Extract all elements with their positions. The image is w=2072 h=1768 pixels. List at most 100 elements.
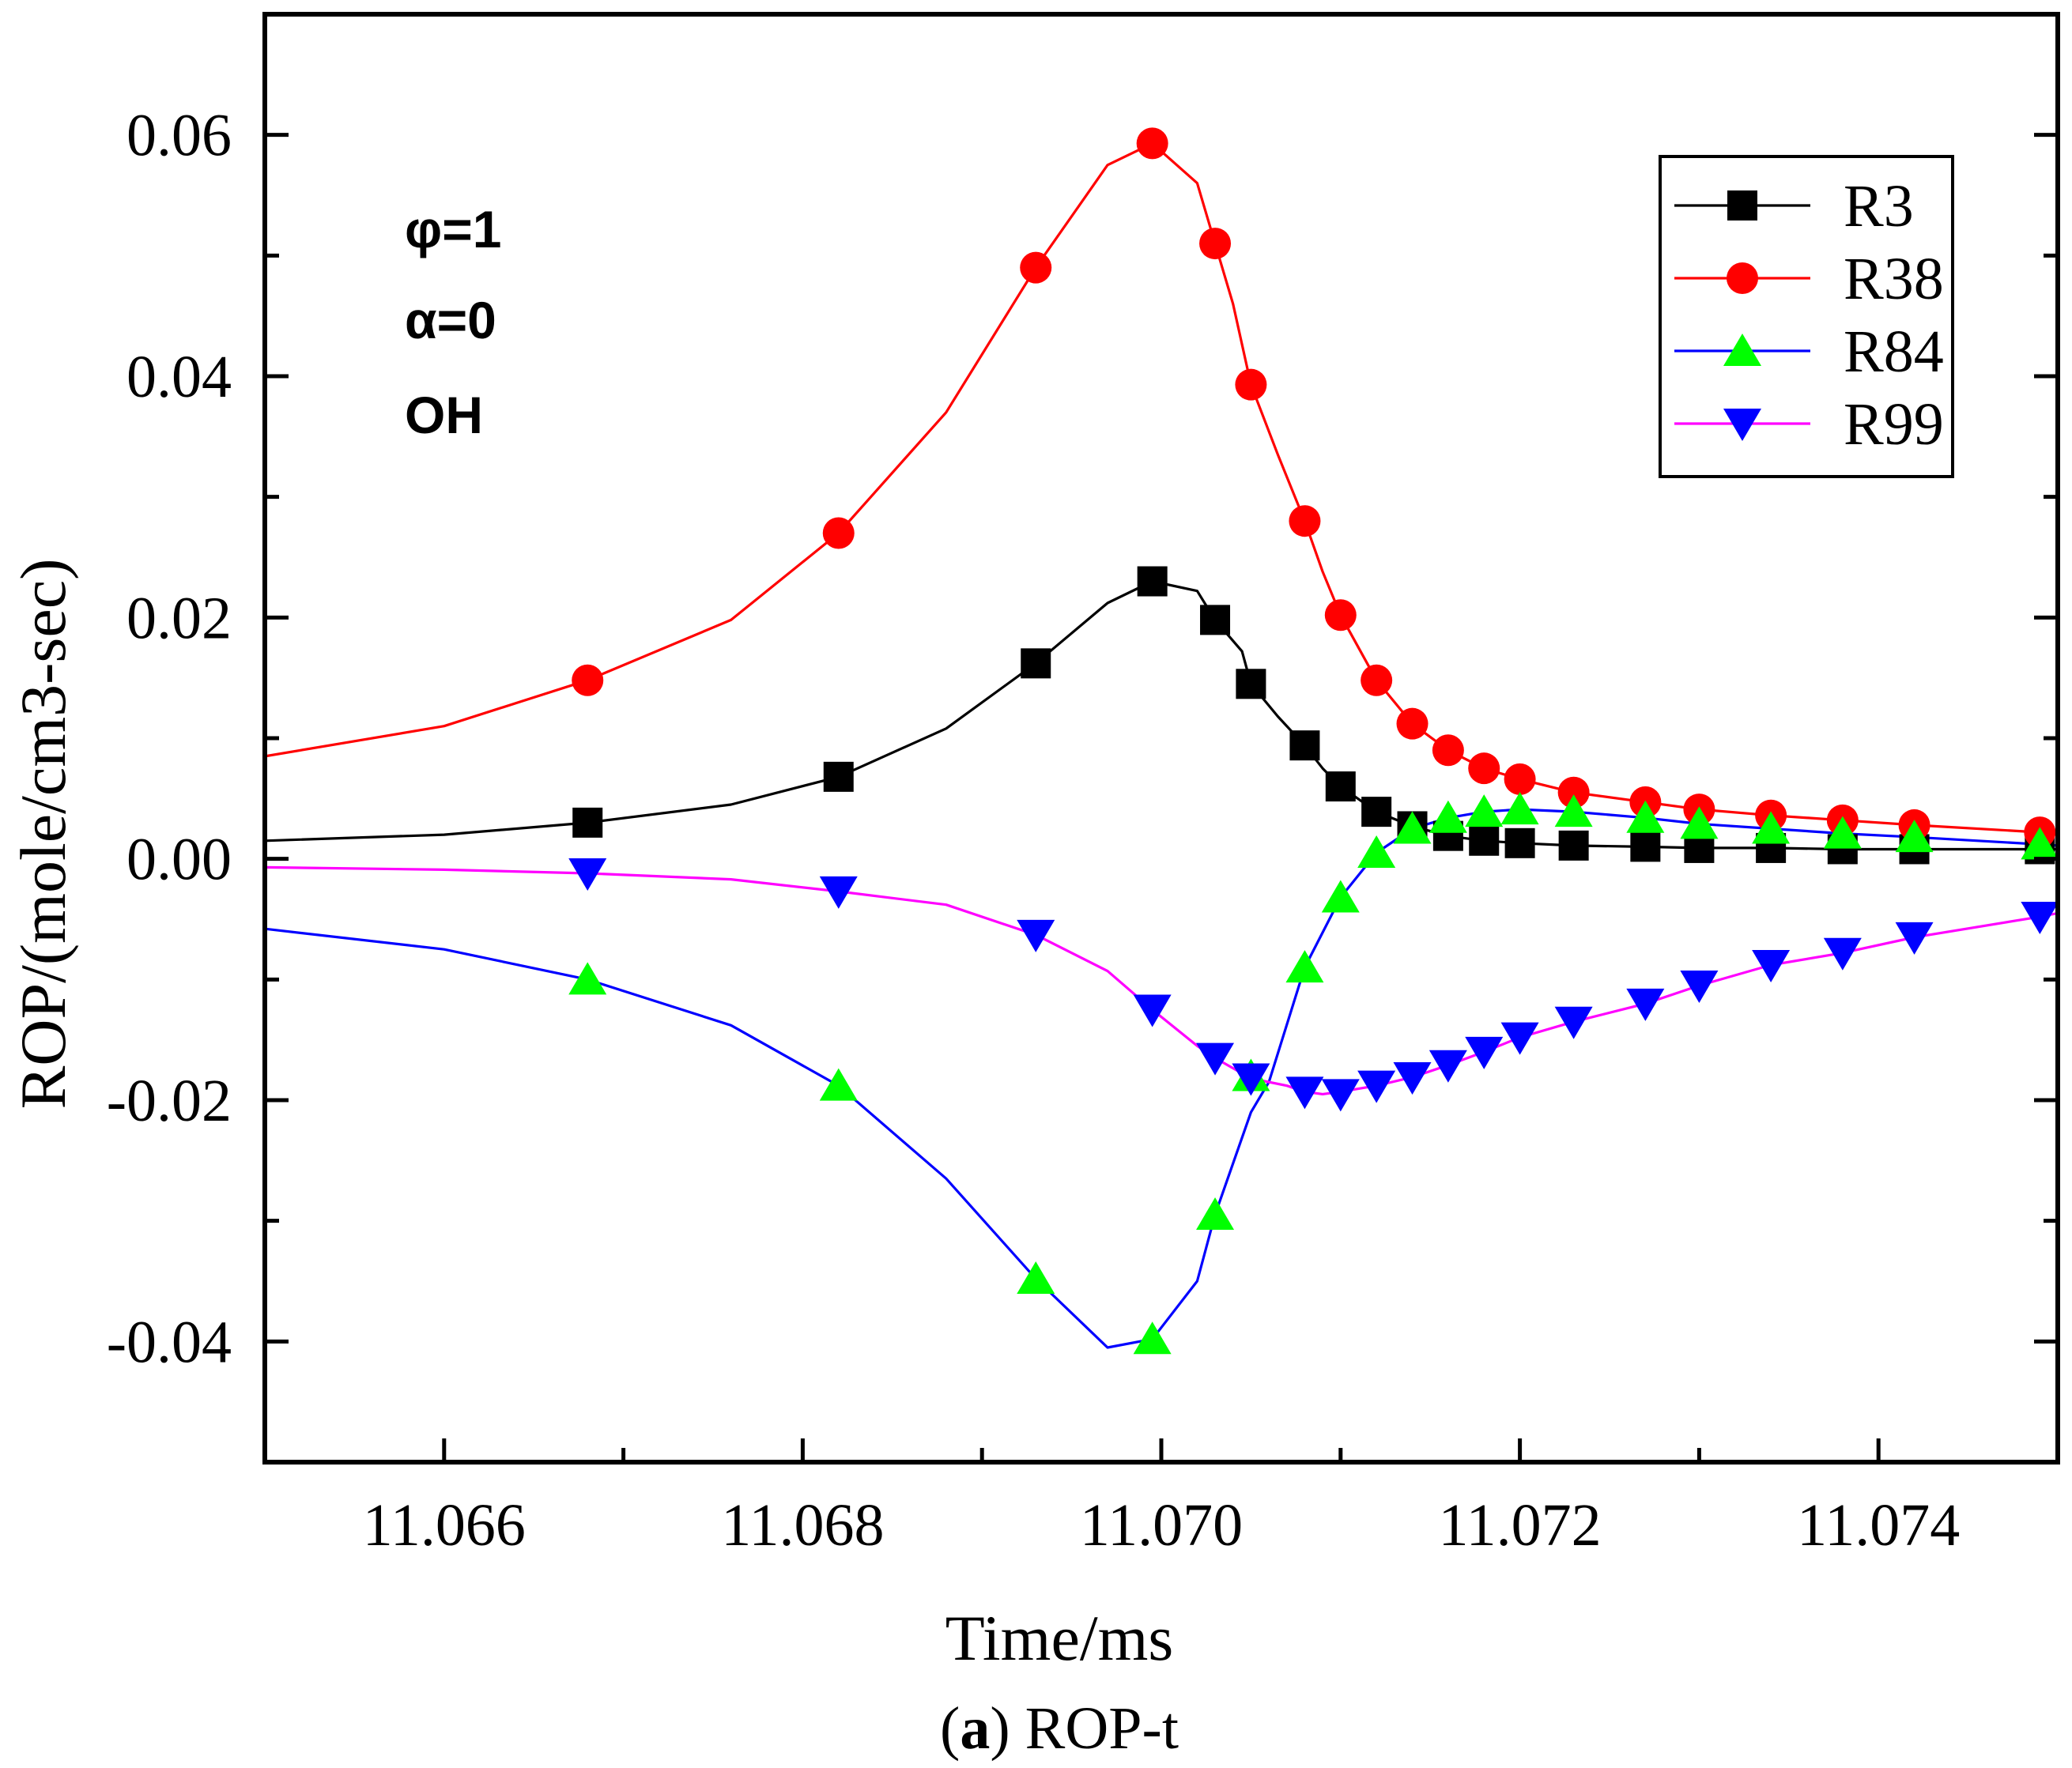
- marker-r84-18: [1895, 820, 1934, 853]
- marker-r38-3: [1136, 127, 1168, 160]
- marker-r99-4: [1196, 1042, 1235, 1076]
- x-tick-label: 11.068: [721, 1492, 884, 1559]
- series-markers-r38: [572, 127, 2056, 849]
- marker-r38-0: [572, 664, 604, 696]
- marker-r84-16: [1752, 811, 1791, 844]
- marker-r38-12: [1504, 763, 1536, 795]
- marker-r84-14: [1626, 800, 1665, 833]
- marker-r38-10: [1432, 734, 1464, 767]
- x-tick-label: 11.070: [1080, 1492, 1243, 1559]
- marker-r99-16: [1752, 950, 1791, 983]
- marker-r84-15: [1680, 806, 1719, 839]
- marker-r38-8: [1361, 664, 1393, 696]
- annotation-species: OH: [405, 386, 483, 444]
- marker-r84-10: [1429, 800, 1467, 833]
- marker-r99-6: [1285, 1076, 1324, 1110]
- legend-label: R84: [1844, 319, 1944, 385]
- marker-r99-17: [1823, 937, 1862, 971]
- marker-r3-12: [1504, 827, 1535, 858]
- legend-swatch-marker: [1727, 262, 1758, 294]
- marker-r84-8: [1357, 835, 1396, 869]
- marker-r3-0: [572, 807, 603, 838]
- series-line-r99: [265, 865, 2058, 1096]
- y-tick-label: -0.02: [107, 1068, 232, 1134]
- marker-r3-2: [1021, 648, 1051, 679]
- legend-swatch-marker: [1723, 409, 1761, 441]
- marker-r99-9: [1393, 1061, 1432, 1095]
- marker-r99-14: [1626, 988, 1665, 1021]
- y-tick-label: -0.04: [107, 1309, 232, 1375]
- marker-r38-9: [1396, 707, 1429, 740]
- marker-r99-12: [1500, 1022, 1539, 1055]
- marker-r38-1: [822, 517, 855, 549]
- marker-r84-19: [2021, 827, 2058, 860]
- legend-swatch-marker: [1723, 334, 1761, 366]
- marker-r3-7: [1325, 771, 1356, 802]
- marker-r3-6: [1289, 730, 1320, 761]
- marker-r3-1: [823, 761, 854, 792]
- marker-r99-2: [1017, 919, 1055, 952]
- x-tick-label: 11.066: [363, 1492, 526, 1559]
- legend-swatch-marker: [1727, 190, 1757, 221]
- series-markers-r99: [568, 858, 2058, 1112]
- figure-caption: (a) ROP-t: [940, 1695, 1179, 1762]
- marker-r3-11: [1469, 825, 1500, 856]
- annotation-alpha: α=0: [405, 291, 496, 349]
- marker-r84-11: [1465, 794, 1504, 827]
- marker-r84-1: [819, 1068, 858, 1101]
- marker-r99-8: [1357, 1070, 1396, 1103]
- marker-r3-3: [1137, 566, 1168, 597]
- marker-r84-2: [1017, 1261, 1055, 1294]
- marker-r3-4: [1200, 605, 1231, 635]
- marker-r84-4: [1196, 1197, 1235, 1231]
- marker-r3-5: [1236, 669, 1266, 699]
- marker-r84-6: [1285, 950, 1324, 983]
- y-axis-label: ROP/(mole/cm3-sec): [7, 559, 79, 1110]
- caption-text: ) ROP-t: [990, 1695, 1179, 1762]
- series-line-r84: [265, 808, 2058, 1349]
- marker-r99-0: [568, 858, 607, 891]
- marker-r84-9: [1393, 811, 1432, 844]
- marker-r38-5: [1235, 368, 1267, 401]
- legend-entry-r38: R38: [1674, 246, 1944, 312]
- marker-r84-12: [1500, 792, 1539, 825]
- marker-r38-13: [1557, 776, 1590, 809]
- x-tick-label: 11.072: [1439, 1492, 1602, 1559]
- legend-label: R99: [1844, 391, 1944, 458]
- legend-entry-r84: R84: [1674, 319, 1944, 385]
- marker-r84-17: [1823, 816, 1862, 849]
- y-tick-label: 0.04: [126, 344, 232, 410]
- marker-r99-10: [1429, 1050, 1467, 1083]
- y-tick-label: 0.00: [126, 827, 232, 893]
- marker-r99-7: [1321, 1079, 1360, 1112]
- annotation-block: φ=1 α=0 OH: [405, 200, 501, 444]
- marker-r99-13: [1554, 1006, 1593, 1039]
- y-tick-label: 0.06: [126, 103, 232, 169]
- marker-r84-7: [1321, 880, 1360, 913]
- legend-label: R38: [1844, 246, 1944, 312]
- marker-r99-11: [1465, 1036, 1504, 1069]
- y-tick-label: 0.02: [126, 585, 232, 651]
- marker-r38-7: [1324, 599, 1357, 631]
- marker-r84-13: [1554, 794, 1593, 827]
- series-layer: [265, 127, 2058, 1355]
- marker-r38-6: [1289, 505, 1321, 537]
- x-tick-label: 11.074: [1797, 1492, 1960, 1559]
- series-markers-r84: [568, 792, 2058, 1355]
- marker-r38-4: [1199, 228, 1232, 260]
- marker-r99-15: [1680, 970, 1719, 1003]
- x-axis-label: Time/ms: [945, 1602, 1174, 1674]
- caption-letter: a: [960, 1695, 990, 1762]
- axes-layer: 11.066 11.068 11.070 11.072 11.074 -0.04 -0.02…: [107, 12, 2060, 1559]
- marker-r99-3: [1133, 994, 1172, 1027]
- caption-prefix: (: [940, 1695, 960, 1762]
- legend-entry-r3: R3: [1674, 173, 1914, 239]
- marker-r38-11: [1468, 752, 1500, 785]
- marker-r3-8: [1361, 797, 1392, 827]
- marker-r84-3: [1133, 1321, 1172, 1355]
- marker-r3-13: [1558, 830, 1589, 861]
- marker-r99-19: [2021, 901, 2058, 934]
- marker-r99-18: [1895, 922, 1934, 955]
